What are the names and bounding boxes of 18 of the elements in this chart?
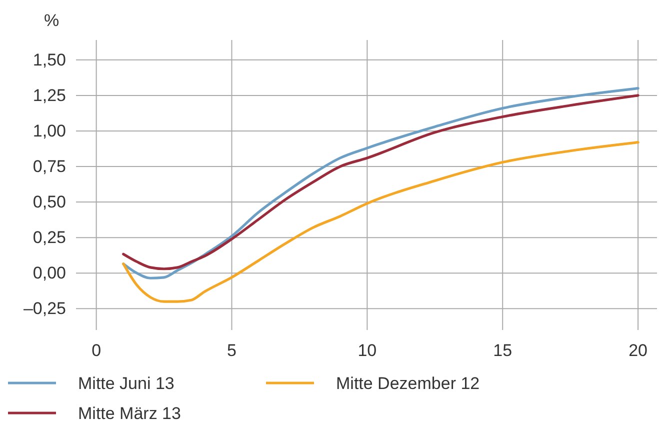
y-tick-label: 0,50 bbox=[32, 192, 66, 212]
x-tick-label: 15 bbox=[493, 341, 512, 360]
x-tick-label: 0 bbox=[92, 341, 102, 360]
y-tick-label: 0,00 bbox=[32, 264, 66, 283]
y-tick-label: 1,00 bbox=[32, 121, 66, 140]
y-tick-label: 1,25 bbox=[32, 86, 66, 105]
y-tick-label: 0,75 bbox=[32, 156, 66, 176]
y-tick-label: 0,25 bbox=[32, 228, 66, 248]
line-series bbox=[122, 141, 640, 303]
legend-label: Mitte März 13 bbox=[78, 404, 181, 423]
x-tick-label: 20 bbox=[628, 341, 648, 360]
y-tick-label: 1,50 bbox=[32, 50, 66, 70]
y-axis-title: % bbox=[44, 11, 60, 30]
legend-label: Mitte Juni 13 bbox=[78, 374, 174, 393]
x-tick-label: 10 bbox=[358, 341, 377, 360]
x-tick-label: 5 bbox=[227, 341, 236, 360]
y-tick-label: –0,25 bbox=[23, 299, 66, 318]
legend-label: Mitte Dezember 12 bbox=[336, 374, 480, 393]
